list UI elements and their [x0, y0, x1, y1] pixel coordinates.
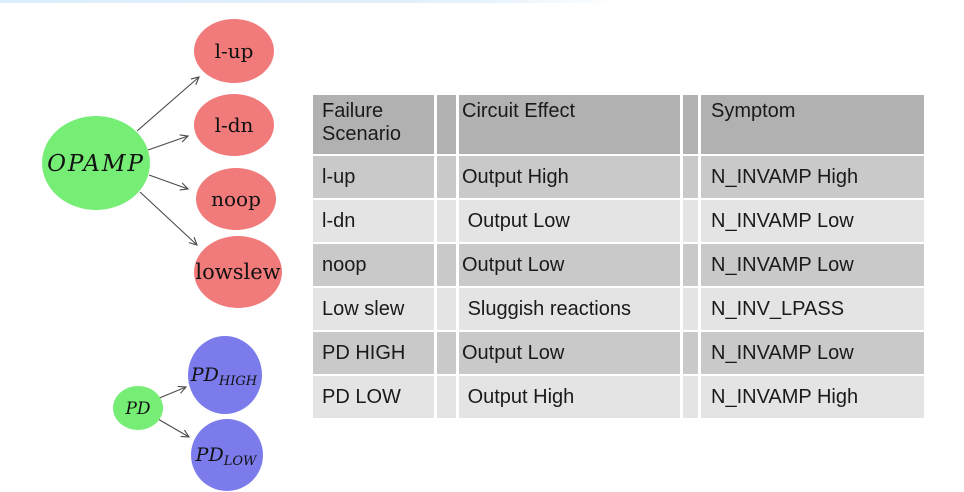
cell-symptom: N_INVAMP High: [701, 376, 924, 418]
cell-symptom: N_INV_LPASS: [701, 288, 924, 330]
failure-tree-diagram: OPAMP l-up l-dn noop lowslew PD PDHIGH P…: [42, 19, 282, 491]
pd-low-base: PD: [195, 444, 224, 466]
spacer-cell: [683, 95, 698, 154]
pd-low-subscript: LOW: [223, 454, 258, 469]
cell-effect: Sluggish reactions: [459, 288, 680, 330]
table-header-row: Failure Scenario Circuit Effect Symptom: [313, 95, 924, 154]
node-lowslew-label: lowslew: [195, 260, 280, 284]
node-lowslew: [194, 236, 282, 308]
node-pd-low-label: PDLOW: [195, 444, 258, 469]
failure-table-container: Failure Scenario Circuit Effect Symptom …: [310, 93, 927, 420]
edge-opamp-noop: [148, 174, 188, 189]
cell-scenario: l-up: [313, 156, 434, 198]
cell-symptom: N_INVAMP Low: [701, 200, 924, 242]
spacer-cell: [437, 200, 456, 242]
table-row: noop Output Low N_INVAMP Low: [313, 244, 924, 286]
table-row: l-up Output High N_INVAMP High: [313, 156, 924, 198]
cell-symptom: N_INVAMP High: [701, 156, 924, 198]
table-row: Low slew Sluggish reactions N_INV_LPASS: [313, 288, 924, 330]
spacer-cell: [437, 332, 456, 374]
table-row: PD HIGH Output Low N_INVAMP Low: [313, 332, 924, 374]
spacer-cell: [683, 332, 698, 374]
cell-effect: Output High: [459, 376, 680, 418]
node-opamp-label: OPAMP: [47, 151, 145, 177]
table-row: PD LOW Output High N_INVAMP High: [313, 376, 924, 418]
spacer-cell: [437, 244, 456, 286]
spacer-cell: [683, 288, 698, 330]
spacer-cell: [683, 244, 698, 286]
pd-high-subscript: HIGH: [218, 374, 258, 389]
header-cell-circuit-effect: Circuit Effect: [459, 95, 680, 154]
cell-scenario: l-dn: [313, 200, 434, 242]
node-pd-high: [188, 336, 262, 414]
cell-symptom: N_INVAMP Low: [701, 332, 924, 374]
cell-effect: Output High: [459, 156, 680, 198]
edge-opamp-ldn: [147, 136, 188, 151]
edge-opamp-lup: [136, 77, 199, 132]
edge-opamp-lowslew: [139, 191, 197, 245]
pd-high-base: PD: [190, 364, 219, 386]
table-row: l-dn Output Low N_INVAMP Low: [313, 200, 924, 242]
node-l-up-label: l-up: [215, 39, 254, 63]
node-pd-high-label: PDHIGH: [190, 364, 258, 389]
spacer-cell: [683, 376, 698, 418]
node-l-dn-label: l-dn: [215, 113, 254, 137]
spacer-cell: [437, 376, 456, 418]
spacer-cell: [437, 95, 456, 154]
cell-effect: Output Low: [459, 332, 680, 374]
cell-scenario: PD LOW: [313, 376, 434, 418]
node-l-up: [194, 19, 274, 83]
cell-symptom: N_INVAMP Low: [701, 244, 924, 286]
node-pd-label: PD: [124, 399, 150, 419]
node-opamp: [42, 116, 150, 210]
spacer-cell: [437, 156, 456, 198]
failure-table: Failure Scenario Circuit Effect Symptom …: [310, 93, 927, 420]
header-cell-symptom: Symptom: [701, 95, 924, 154]
spacer-cell: [683, 156, 698, 198]
node-pd-low: [191, 419, 263, 491]
cell-effect: Output Low: [459, 244, 680, 286]
header-cell-failure-scenario: Failure Scenario: [313, 95, 434, 154]
diagram-edges: [136, 77, 199, 437]
cell-scenario: noop: [313, 244, 434, 286]
node-noop-label: noop: [211, 187, 261, 211]
cell-scenario: PD HIGH: [313, 332, 434, 374]
spacer-cell: [683, 200, 698, 242]
node-noop: [196, 168, 276, 230]
node-pd: [113, 386, 163, 430]
edge-pd-pdlow: [157, 418, 189, 437]
top-edge-strip: [0, 0, 625, 3]
spacer-cell: [437, 288, 456, 330]
edge-pd-pdhigh: [156, 387, 186, 400]
cell-scenario: Low slew: [313, 288, 434, 330]
cell-effect: Output Low: [459, 200, 680, 242]
node-l-dn: [194, 94, 274, 156]
